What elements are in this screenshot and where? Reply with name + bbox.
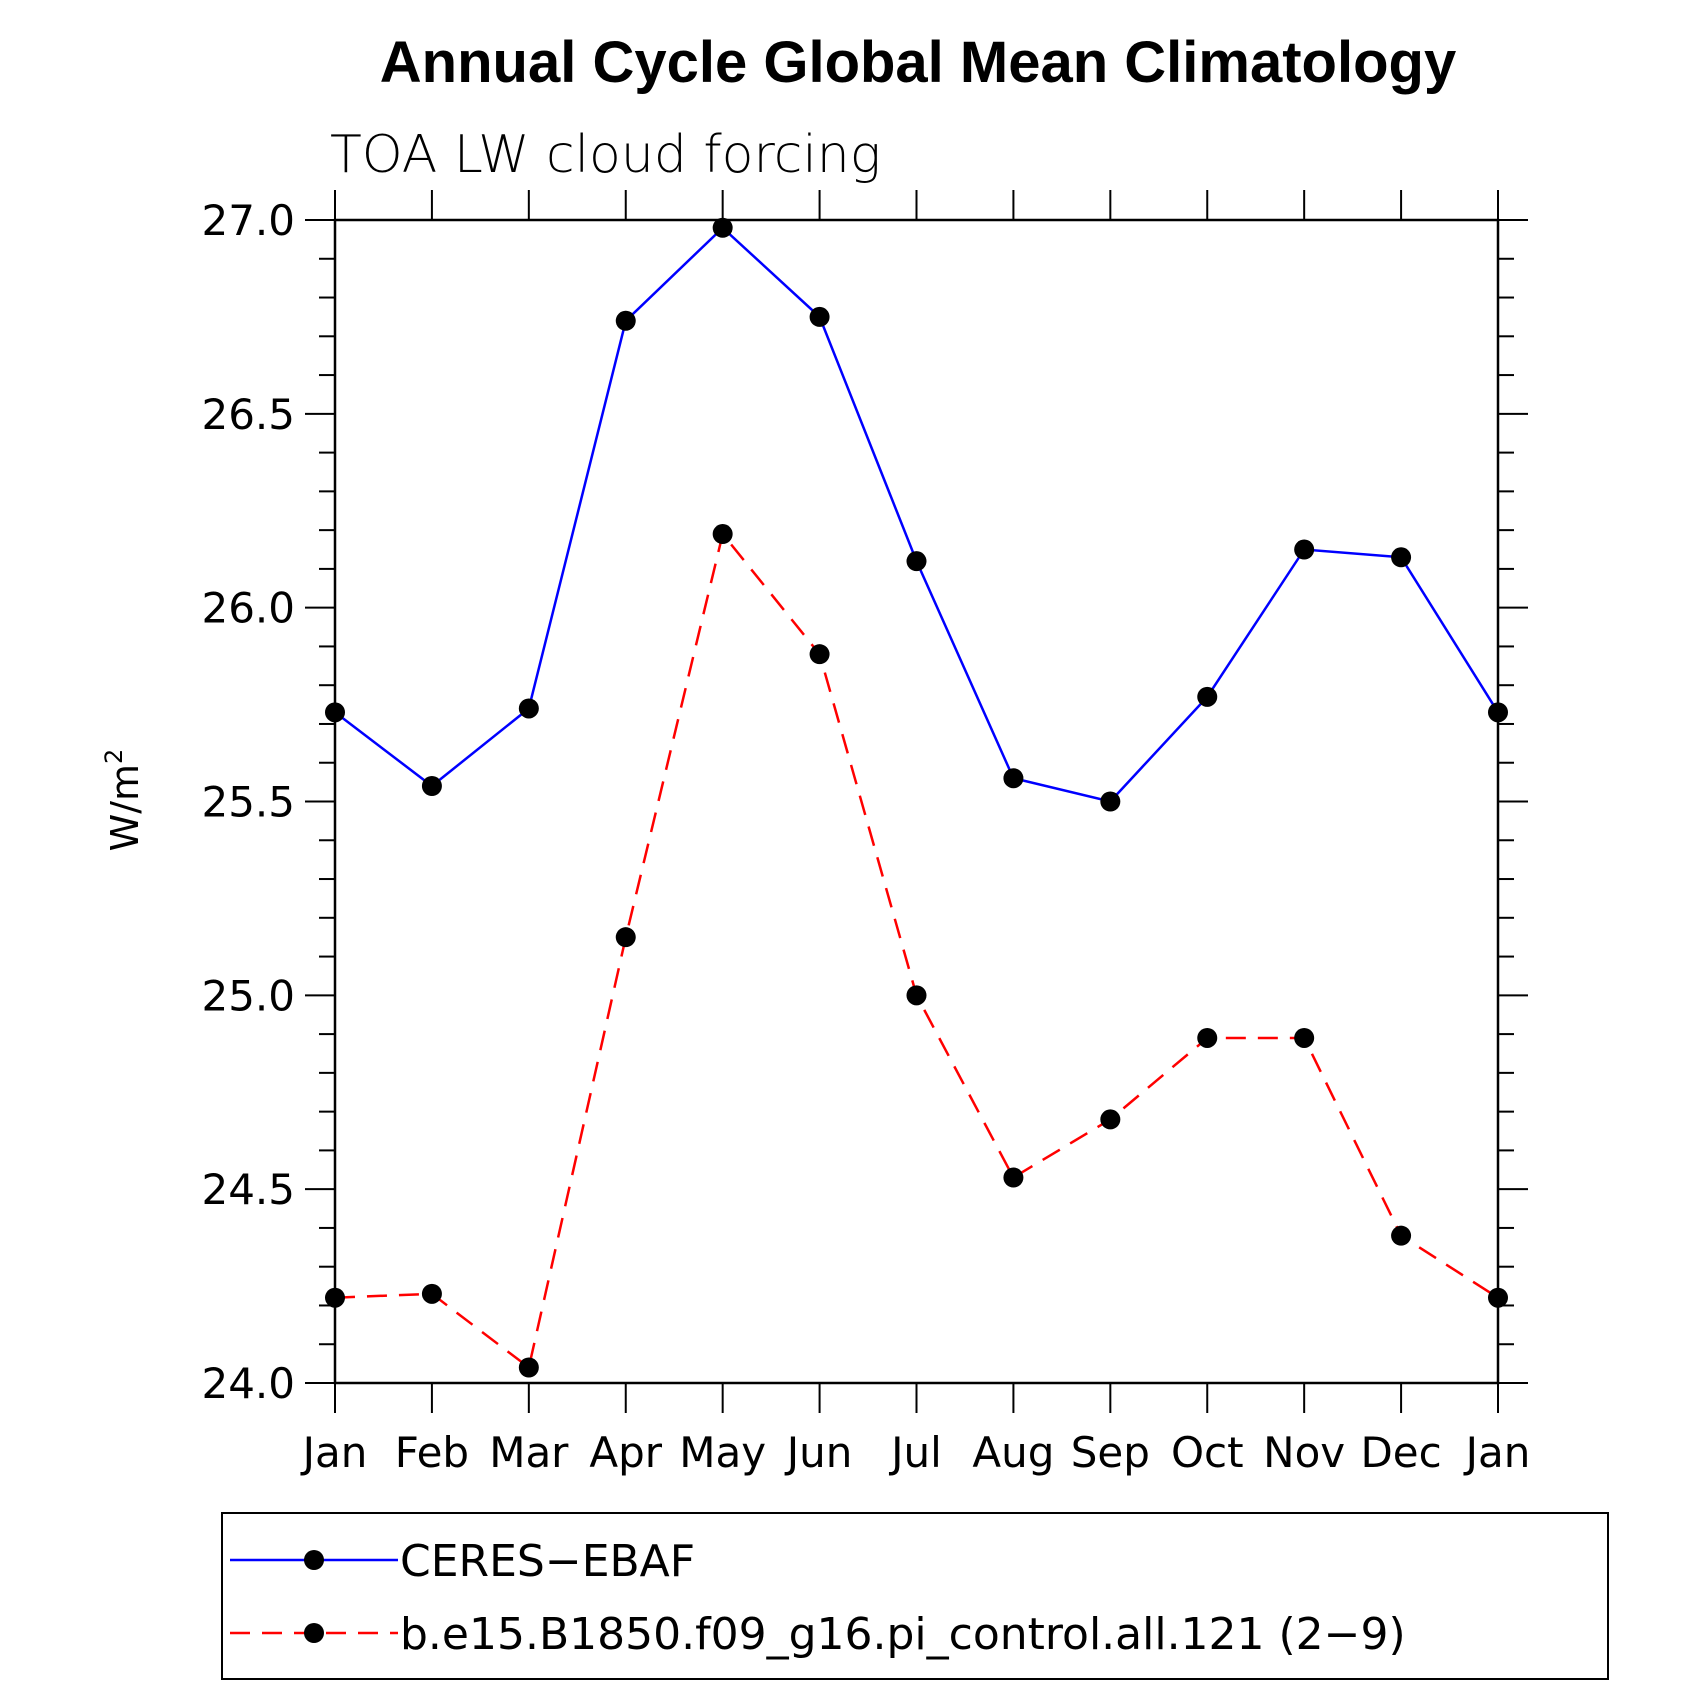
- legend-label-ceres-ebaf: CERES−EBAF: [400, 1536, 695, 1587]
- x-tick-label: Jan: [1463, 1428, 1531, 1477]
- series-0-point: [1100, 791, 1121, 812]
- series-0-point: [421, 775, 442, 796]
- legend-box: [221, 1512, 1609, 1680]
- series-1-point: [1488, 1287, 1508, 1308]
- series-1-point: [518, 1357, 539, 1378]
- legend: CERES−EBAF b.e15.B1850.f09_g16.pi_contro…: [221, 1512, 1609, 1680]
- y-tick-label: 25.0: [201, 971, 295, 1020]
- chart-title: Annual Cycle Global Mean Climatology: [380, 30, 1456, 95]
- series-1-point: [325, 1287, 345, 1308]
- series-1-point: [1197, 1027, 1218, 1048]
- series-0-point: [1003, 768, 1024, 789]
- svg-text:W/m2: W/m2: [100, 749, 147, 852]
- series-0-point: [615, 310, 636, 331]
- series-1-point: [421, 1283, 442, 1304]
- x-tick-label: Oct: [1171, 1428, 1244, 1477]
- series-1-point: [1294, 1027, 1315, 1048]
- legend-label-model: b.e15.B1850.f09_g16.pi_control.all.121 (…: [400, 1609, 1406, 1660]
- series-1-point: [906, 985, 927, 1006]
- series-1-point: [1100, 1109, 1121, 1130]
- x-tick-label: Feb: [395, 1428, 469, 1477]
- axes: 24.0 24.5 25.0 25.5 26.0 26.5 27.0 Jan Feb Mar Apr…: [201, 190, 1530, 1477]
- x-tick-label: Aug: [972, 1428, 1054, 1477]
- series-1-point: [1003, 1167, 1024, 1188]
- series-0-point: [809, 306, 830, 327]
- y-axis-label-text: W/m: [103, 764, 147, 851]
- x-tick-label: Mar: [489, 1428, 569, 1477]
- series-0-point: [712, 217, 733, 238]
- x-tick-label: Nov: [1263, 1428, 1345, 1477]
- x-tick-label: Sep: [1071, 1428, 1150, 1477]
- x-tick-label: Jan: [300, 1428, 368, 1477]
- series-0-point: [1294, 539, 1315, 560]
- y-tick-label: 24.0: [201, 1359, 295, 1408]
- y-tick-label: 27.0: [201, 196, 295, 245]
- series-group: [325, 217, 1508, 1378]
- series-1-point: [1391, 1225, 1412, 1246]
- legend-marker-ceres-ebaf: [304, 1550, 324, 1570]
- y-axis-label: W/m2: [100, 749, 147, 852]
- x-tick-label: Jul: [888, 1428, 942, 1477]
- y-axis-label-superscript: 2: [100, 749, 128, 764]
- series-line-0: [334, 226, 1500, 803]
- x-tick-label: May: [679, 1428, 766, 1477]
- series-0-point: [518, 698, 539, 719]
- series-0-point: [1391, 547, 1412, 568]
- series-1-point: [712, 524, 733, 545]
- y-tick-label: 26.5: [201, 390, 295, 439]
- series-0-point: [1488, 702, 1508, 723]
- series-0-point: [906, 551, 927, 572]
- plot-frame: [333, 218, 1500, 1385]
- y-tick-label: 26.0: [201, 584, 295, 633]
- y-tick-label: 25.5: [201, 778, 295, 827]
- series-1-point: [615, 927, 636, 948]
- y-tick-label: 24.5: [201, 1165, 295, 1214]
- chart-subtitle: TOA LW cloud forcing: [330, 125, 881, 185]
- x-tick-label: Jun: [784, 1428, 853, 1477]
- series-line-1: [334, 531, 1499, 1370]
- x-tick-label: Dec: [1360, 1428, 1441, 1477]
- legend-marker-model: [304, 1623, 324, 1643]
- series-0-point: [325, 702, 345, 723]
- x-tick-label: Apr: [589, 1428, 662, 1477]
- series-1-point: [809, 644, 830, 665]
- series-0-point: [1197, 686, 1218, 707]
